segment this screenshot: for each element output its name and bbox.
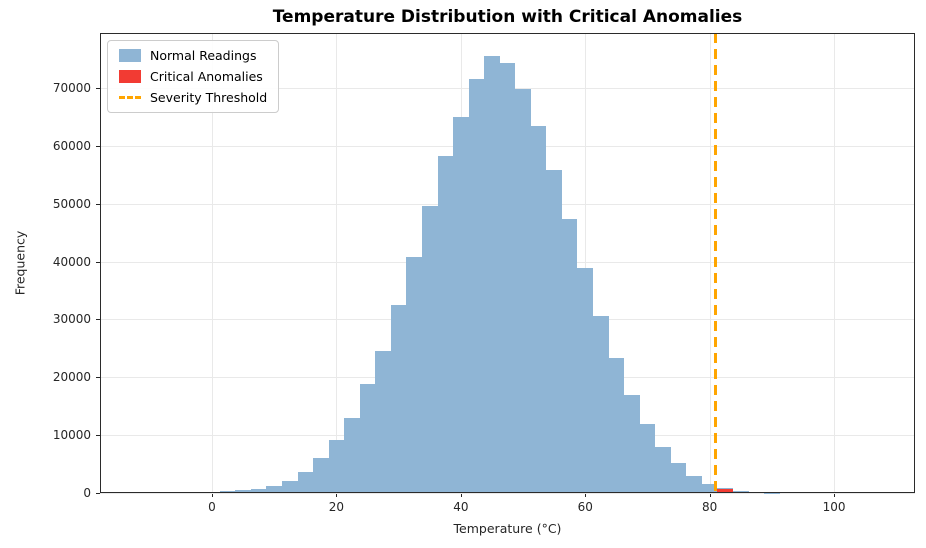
- histogram-bar-normal: [266, 485, 282, 493]
- histogram-bar-normal: [281, 480, 298, 493]
- severity-threshold-line: [714, 33, 718, 493]
- x-gridline: [336, 33, 338, 493]
- histogram-bar-critical: [733, 491, 749, 493]
- histogram-bar-normal: [437, 155, 454, 493]
- x-tick-mark: [336, 493, 338, 497]
- histogram-bar-normal: [390, 304, 407, 493]
- histogram-bar-normal: [421, 206, 438, 493]
- histogram-bar-normal: [375, 350, 391, 493]
- x-gridline: [585, 33, 587, 493]
- legend-item-critical-anomalies: Critical Anomalies: [119, 69, 267, 84]
- y-tick-label: 0: [83, 486, 91, 500]
- histogram-bar-critical: [717, 489, 734, 493]
- x-tick-mark: [585, 493, 587, 497]
- y-tick-label: 40000: [52, 254, 91, 269]
- histogram-bar-normal: [748, 492, 765, 493]
- histogram-bar-normal: [655, 447, 671, 493]
- histogram-bar-normal: [344, 417, 360, 493]
- histogram-bar-normal: [406, 256, 422, 493]
- y-tick-label: 70000: [52, 80, 91, 95]
- histogram-bar-normal: [468, 78, 485, 493]
- legend-swatch-normal-readings: [119, 49, 141, 62]
- histogram-bar-normal: [561, 219, 578, 493]
- legend-label-critical-anomalies: Critical Anomalies: [150, 69, 263, 84]
- legend-label-severity-threshold: Severity Threshold: [150, 90, 268, 105]
- histogram-bar-normal: [359, 384, 376, 493]
- x-tick-mark: [709, 493, 711, 497]
- y-tick-mark: [96, 493, 100, 494]
- legend: Normal Readings Critical Anomalies Sever…: [107, 40, 280, 113]
- y-tick-mark: [96, 87, 100, 89]
- y-gridline: [100, 493, 915, 494]
- y-tick-label: 10000: [52, 428, 91, 443]
- histogram-bar-normal: [686, 475, 702, 493]
- y-axis-label: Frequency: [12, 230, 28, 296]
- y-tick-mark: [96, 377, 100, 379]
- y-tick-mark: [96, 145, 100, 147]
- histogram-bar-normal: [219, 491, 236, 493]
- x-tick-label: 20: [328, 500, 345, 514]
- histogram-bar-normal: [250, 488, 267, 493]
- chart-title: Temperature Distribution with Critical A…: [272, 7, 743, 27]
- histogram-bar-normal: [670, 463, 687, 493]
- plot-area: Normal Readings Critical Anomalies Sever…: [53, 33, 915, 514]
- y-tick-mark: [96, 319, 100, 321]
- histogram-bar-normal: [546, 169, 562, 493]
- y-tick-mark: [96, 261, 100, 263]
- y-tick-label: 60000: [52, 138, 91, 153]
- x-gridline: [709, 33, 711, 493]
- histogram-bar-normal: [484, 55, 500, 493]
- histogram-bar-normal: [608, 357, 625, 493]
- histogram-bar-normal: [639, 424, 656, 493]
- y-tick-mark: [96, 203, 100, 205]
- y-tick-label: 20000: [52, 370, 91, 385]
- histogram-bar-normal: [530, 125, 547, 493]
- histogram-bar-normal: [453, 117, 469, 493]
- histogram-bar-normal: [297, 471, 314, 493]
- histogram-bar-normal: [313, 457, 329, 493]
- x-tick-label: 40: [453, 500, 469, 514]
- histogram-bar-normal: [204, 492, 220, 493]
- y-tick-mark: [96, 435, 100, 437]
- y-tick-label: 50000: [52, 196, 91, 211]
- legend-swatch-severity-threshold: [119, 96, 141, 99]
- histogram-bar-normal: [515, 88, 531, 493]
- legend-item-normal-readings: Normal Readings: [119, 48, 267, 63]
- legend-label-normal-readings: Normal Readings: [150, 48, 257, 63]
- histogram-bar-normal: [701, 483, 718, 493]
- x-gridline: [834, 33, 836, 493]
- histogram-bar-normal: [593, 315, 609, 493]
- x-tick-label: 100: [822, 500, 846, 514]
- x-tick-mark: [211, 493, 213, 497]
- histogram-bar-normal: [624, 394, 640, 493]
- histogram-bar-normal: [235, 490, 251, 493]
- y-tick-label: 30000: [52, 312, 91, 327]
- x-axis-label: Temperature (°C): [453, 521, 562, 536]
- x-tick-label: 80: [702, 500, 718, 514]
- histogram-bar-normal: [328, 439, 345, 493]
- legend-item-severity-threshold: Severity Threshold: [119, 90, 267, 105]
- x-tick-label: 0: [208, 500, 216, 514]
- legend-swatch-critical-anomalies: [119, 70, 141, 83]
- histogram-bar-normal: [499, 63, 516, 493]
- x-tick-mark: [460, 493, 462, 497]
- x-tick-label: 60: [577, 500, 593, 514]
- x-gridline: [211, 33, 213, 493]
- histogram-bar-normal: [577, 268, 594, 493]
- x-tick-mark: [834, 493, 836, 497]
